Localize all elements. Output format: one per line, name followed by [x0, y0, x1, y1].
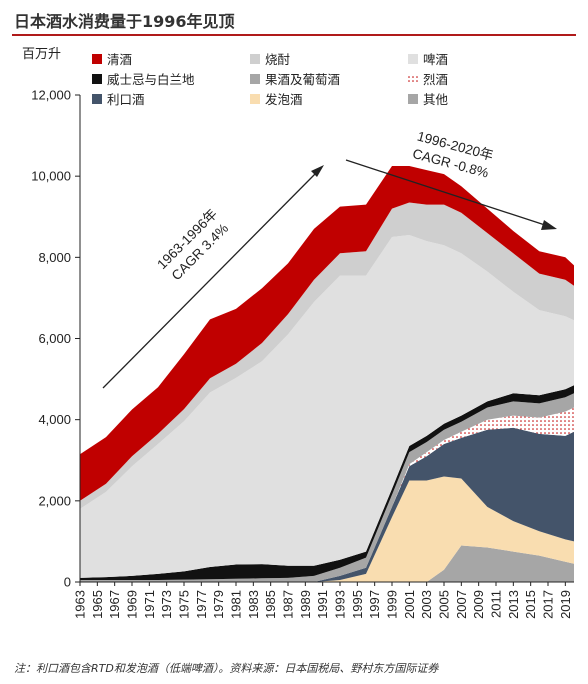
x-tick-label: 2013	[506, 590, 521, 619]
area-series-4	[80, 393, 574, 582]
legend-label: 啤酒	[423, 52, 448, 67]
legend-label: 其他	[423, 92, 449, 107]
x-tick-label: 1975	[177, 590, 192, 619]
x-tick-label: 1983	[246, 590, 261, 619]
x-tick-label: 2001	[402, 590, 417, 619]
decline-arrow-line	[345, 159, 549, 227]
y-tick-label: 0	[64, 575, 71, 590]
title-divider	[12, 34, 576, 36]
legend-swatch	[408, 94, 418, 104]
legend-swatch	[408, 74, 418, 84]
x-tick-label: 1977	[194, 590, 209, 619]
x-tick-label: 1965	[90, 590, 105, 619]
legend-swatch	[250, 74, 260, 84]
legend-label: 威士忌与白兰地	[107, 72, 195, 87]
x-tick-label: 2019	[558, 590, 573, 619]
legend-swatch	[250, 94, 260, 104]
x-tick-label: 2015	[523, 590, 538, 619]
x-tick-label: 1963	[73, 590, 88, 619]
x-tick-label: 1985	[263, 590, 278, 619]
area-series-1	[80, 476, 574, 582]
area-series-2	[80, 427, 574, 582]
growth-arrow-head	[311, 165, 324, 177]
x-tick-label: 2005	[437, 590, 452, 619]
y-tick-label: 4,000	[38, 412, 71, 427]
x-tick-label: 1987	[281, 590, 296, 619]
x-tick-label: 2009	[471, 590, 486, 619]
legend-label: 清酒	[107, 52, 132, 67]
x-tick-label: 2007	[454, 590, 469, 619]
legend-swatch	[92, 54, 102, 64]
x-tick-label: 1969	[125, 590, 140, 619]
legend-swatch	[250, 54, 260, 64]
legend-label: 烈酒	[423, 72, 448, 87]
x-tick-label: 1997	[367, 590, 382, 619]
legend-label: 烧酎	[265, 52, 290, 67]
x-tick-label: 2003	[419, 590, 434, 619]
area-series-6	[80, 235, 574, 578]
area-series-0	[80, 545, 574, 582]
legend-swatch	[92, 94, 102, 104]
decline-arrow-head	[541, 220, 557, 230]
legend-label: 利口酒	[107, 92, 145, 107]
x-tick-label: 1999	[385, 590, 400, 619]
x-tick-label: 1971	[142, 590, 157, 619]
y-tick-label: 12,000	[31, 88, 71, 103]
x-tick-label: 1993	[333, 590, 348, 619]
area-series-3	[80, 407, 574, 582]
legend-swatch	[92, 74, 102, 84]
legend-label: 果酒及葡萄酒	[265, 72, 340, 87]
x-tick-label: 1973	[159, 590, 174, 619]
x-tick-label: 1979	[211, 590, 226, 619]
y-tick-label: 6,000	[38, 331, 71, 346]
growth-arrow-line	[102, 171, 318, 389]
y-tick-label: 8,000	[38, 250, 71, 265]
x-tick-label: 2011	[489, 590, 504, 618]
x-tick-label: 1991	[315, 590, 330, 619]
y-tick-label: 10,000	[31, 169, 71, 184]
x-tick-label: 2017	[541, 590, 556, 619]
x-tick-label: 1995	[350, 590, 365, 619]
y-unit-label: 百万升	[22, 46, 61, 61]
area-series-8	[80, 166, 574, 501]
footnote: 注：利口酒包含RTD和发泡酒（低端啤酒）。资料来源：日本国税局、野村东方国际证券	[14, 662, 439, 675]
legend-label: 发泡酒	[265, 92, 303, 107]
x-tick-label: 1989	[298, 590, 313, 619]
series-areas	[80, 166, 574, 582]
x-tick-label: 1967	[107, 590, 122, 619]
x-tick-label: 1981	[229, 590, 244, 619]
chart-title: 日本酒水消费量于1996年见顶	[14, 12, 235, 31]
y-tick-label: 2,000	[38, 493, 71, 508]
legend-swatch	[408, 54, 418, 64]
